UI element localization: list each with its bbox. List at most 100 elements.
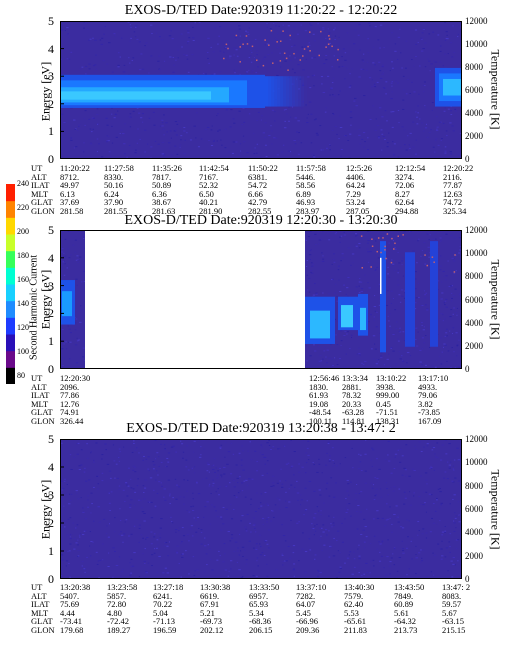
noise-pixel	[415, 557, 418, 559]
noise-pixel	[175, 59, 177, 61]
noise-pixel	[330, 477, 333, 479]
plot-frame	[60, 230, 462, 369]
noise-pixel	[417, 238, 420, 240]
noise-pixel	[265, 155, 268, 157]
orbit-value: 11:50:22	[248, 163, 278, 173]
noise-pixel	[358, 555, 361, 557]
noise-pixel	[269, 520, 272, 522]
noise-pixel	[107, 536, 110, 538]
noise-pixel	[261, 474, 264, 476]
noise-pixel	[363, 541, 366, 543]
noise-pixel	[390, 472, 393, 474]
noise-pixel	[381, 540, 384, 542]
noise-pixel	[132, 465, 135, 467]
noise-pixel	[423, 290, 426, 292]
noise-pixel	[250, 531, 252, 533]
noise-pixel	[310, 113, 313, 115]
noise-pixel	[179, 144, 182, 146]
noise-pixel	[65, 348, 68, 350]
noise-pixel	[364, 361, 367, 363]
noise-pixel	[234, 37, 237, 39]
ytick-right-label: 0	[465, 574, 470, 584]
spectral-band-tail	[286, 76, 289, 107]
noise-pixel	[249, 522, 251, 524]
noise-pixel	[406, 352, 410, 354]
noise-pixel	[290, 484, 293, 486]
orbit-value: 6.36	[152, 188, 167, 199]
noise-pixel	[275, 39, 278, 41]
noise-pixel	[215, 491, 217, 493]
noise-pixel	[331, 94, 334, 96]
orbit-value: 6619.	[200, 590, 220, 601]
noise-pixel	[77, 539, 79, 541]
noise-pixel	[83, 151, 85, 153]
noise-pixel	[175, 134, 178, 136]
noise-pixel	[329, 545, 332, 547]
ytick-right-label: 12000	[465, 225, 488, 235]
noise-pixel	[192, 39, 195, 41]
noise-pixel	[63, 256, 65, 258]
noise-pixel	[80, 281, 83, 283]
noise-pixel	[328, 357, 331, 359]
orbit-value: 8330.	[104, 171, 124, 182]
noise-pixel	[383, 47, 385, 49]
noise-pixel	[170, 30, 172, 32]
noise-pixel	[375, 268, 377, 270]
orbit-value: 60.89	[394, 599, 414, 609]
noise-pixel	[77, 555, 80, 557]
noise-pixel	[245, 563, 248, 565]
noise-pixel	[68, 503, 71, 505]
noise-pixel	[73, 537, 77, 539]
noise-pixel	[187, 32, 190, 34]
noise-pixel	[76, 337, 78, 339]
noise-pixel	[316, 471, 319, 473]
noise-pixel	[357, 548, 359, 550]
noise-pixel	[304, 551, 308, 553]
noise-pixel	[397, 109, 400, 111]
noise-pixel	[267, 54, 270, 56]
noise-pixel	[101, 37, 104, 39]
noise-pixel	[439, 45, 442, 47]
noise-pixel	[417, 240, 419, 242]
noise-pixel	[68, 358, 71, 360]
noise-pixel	[203, 448, 205, 450]
noise-pixel	[224, 47, 227, 49]
orbit-value: 11:42:54	[199, 163, 229, 173]
noise-pixel	[459, 483, 461, 485]
noise-pixel	[308, 277, 311, 279]
noise-pixel	[240, 464, 243, 466]
ytick-label: 2	[48, 516, 54, 530]
noise-pixel	[313, 119, 316, 121]
noise-pixel	[238, 110, 241, 112]
noise-pixel	[403, 297, 406, 299]
ytick-right-label: 2000	[465, 131, 483, 141]
speckle	[268, 44, 270, 46]
noise-pixel	[340, 235, 343, 237]
noise-pixel	[455, 539, 459, 541]
noise-pixel	[359, 461, 362, 463]
noise-pixel	[343, 66, 345, 68]
noise-pixel	[439, 520, 441, 522]
orbit-row-label: ILAT	[31, 180, 50, 190]
noise-pixel	[112, 547, 115, 549]
noise-pixel	[364, 141, 366, 143]
noise-pixel	[260, 119, 262, 121]
noise-pixel	[180, 33, 183, 35]
noise-pixel	[103, 33, 105, 35]
noise-pixel	[283, 445, 286, 447]
noise-pixel	[421, 322, 423, 324]
noise-pixel	[132, 469, 135, 471]
ytick-right-label: 6000	[465, 85, 483, 95]
noise-pixel	[340, 260, 342, 262]
noise-pixel	[296, 131, 298, 133]
noise-pixel	[167, 142, 171, 144]
noise-pixel	[424, 85, 426, 87]
noise-pixel	[259, 554, 263, 556]
ytick-label: 1	[48, 544, 54, 558]
noise-pixel	[279, 508, 281, 510]
noise-pixel	[291, 106, 294, 108]
noise-pixel	[171, 520, 173, 522]
noise-pixel	[336, 300, 339, 302]
noise-pixel	[81, 565, 83, 567]
noise-pixel	[108, 502, 111, 504]
